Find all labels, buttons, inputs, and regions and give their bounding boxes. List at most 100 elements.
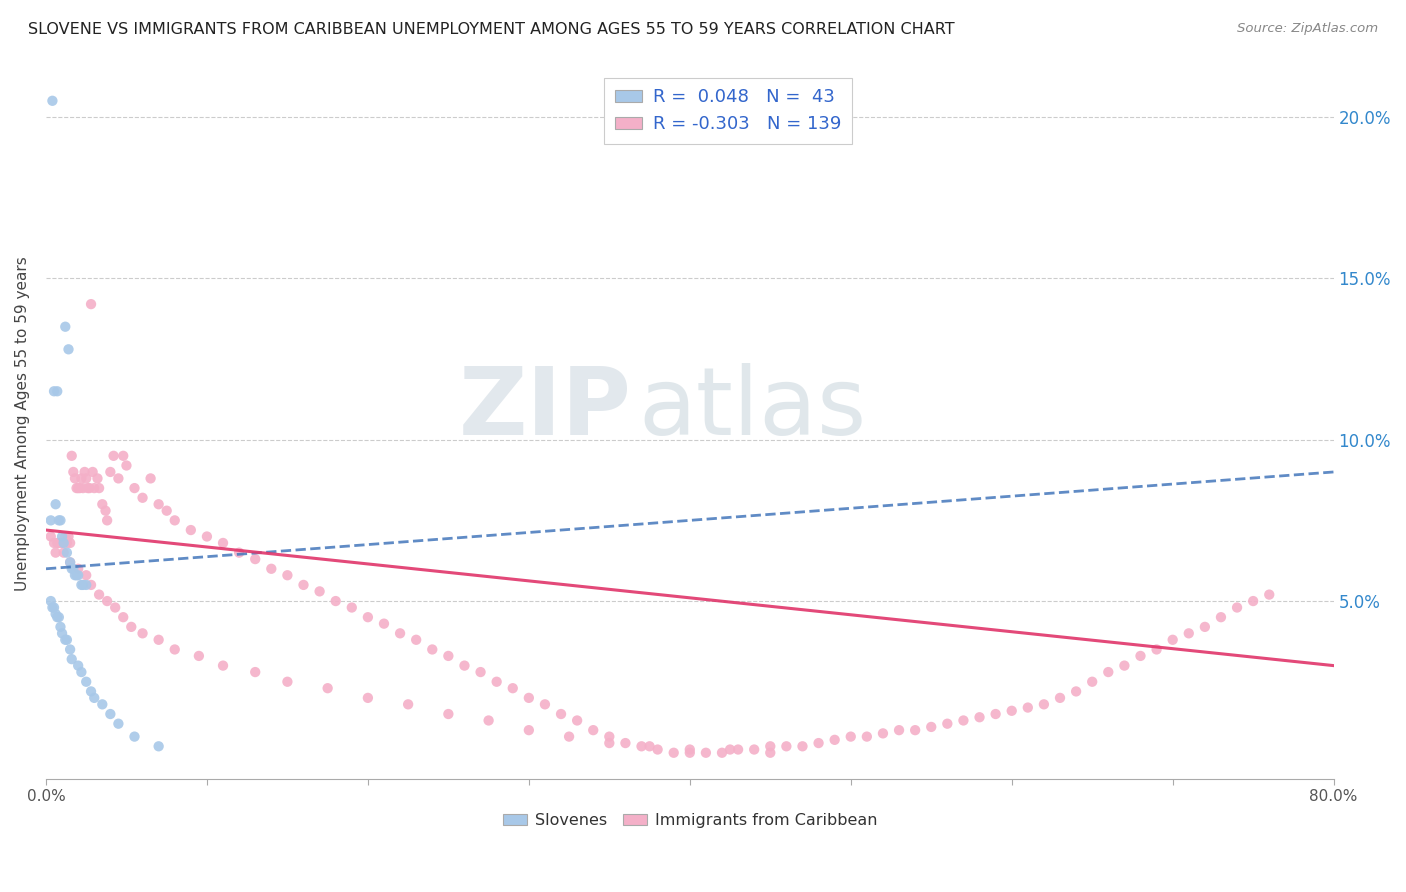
- Point: [98, 465, 121, 479]
- Point: [56, 632, 79, 647]
- Point: [727, 742, 749, 756]
- Point: [80, 297, 103, 311]
- Point: [62, 562, 84, 576]
- Point: [1258, 588, 1281, 602]
- Point: [75, 568, 97, 582]
- Point: [120, 620, 142, 634]
- Point: [51, 626, 73, 640]
- Point: [1209, 610, 1232, 624]
- Point: [60, 652, 83, 666]
- Point: [70, 471, 93, 485]
- Point: [195, 529, 218, 543]
- Legend: Slovenes, Immigrants from Caribbean: Slovenes, Immigrants from Caribbean: [496, 806, 883, 835]
- Point: [41, 600, 63, 615]
- Point: [86, 471, 108, 485]
- Point: [75, 471, 97, 485]
- Point: [1097, 665, 1119, 679]
- Point: [69, 481, 91, 495]
- Point: [679, 746, 702, 760]
- Point: [565, 714, 588, 728]
- Point: [103, 449, 125, 463]
- Point: [148, 632, 170, 647]
- Point: [51, 536, 73, 550]
- Point: [759, 746, 782, 760]
- Point: [49, 620, 72, 634]
- Point: [87, 481, 110, 495]
- Point: [148, 497, 170, 511]
- Point: [340, 600, 363, 615]
- Point: [63, 471, 86, 485]
- Point: [969, 710, 991, 724]
- Point: [453, 658, 475, 673]
- Point: [70, 578, 93, 592]
- Point: [212, 536, 235, 550]
- Point: [52, 536, 75, 550]
- Point: [49, 513, 72, 527]
- Point: [904, 723, 927, 738]
- Point: [48, 536, 70, 550]
- Point: [517, 690, 540, 705]
- Point: [163, 642, 186, 657]
- Point: [59, 555, 82, 569]
- Point: [437, 648, 460, 663]
- Point: [357, 690, 380, 705]
- Point: [107, 471, 129, 485]
- Point: [80, 684, 103, 698]
- Point: [62, 465, 84, 479]
- Point: [187, 648, 209, 663]
- Y-axis label: Unemployment Among Ages 55 to 59 years: Unemployment Among Ages 55 to 59 years: [15, 256, 30, 591]
- Point: [163, 513, 186, 527]
- Point: [96, 513, 118, 527]
- Point: [534, 698, 557, 712]
- Point: [46, 384, 69, 399]
- Point: [357, 610, 380, 624]
- Point: [389, 626, 412, 640]
- Point: [98, 706, 121, 721]
- Point: [45, 497, 67, 511]
- Point: [711, 746, 734, 760]
- Point: [470, 665, 492, 679]
- Point: [742, 742, 765, 756]
- Point: [679, 742, 702, 756]
- Point: [72, 578, 94, 592]
- Point: [70, 665, 93, 679]
- Point: [53, 632, 76, 647]
- Point: [485, 674, 508, 689]
- Point: [775, 739, 797, 754]
- Point: [139, 471, 162, 485]
- Point: [124, 730, 146, 744]
- Point: [82, 465, 104, 479]
- Point: [65, 481, 87, 495]
- Point: [67, 562, 90, 576]
- Point: [76, 481, 98, 495]
- Point: [53, 319, 76, 334]
- Point: [1194, 620, 1216, 634]
- Point: [1178, 626, 1201, 640]
- Point: [260, 562, 283, 576]
- Point: [316, 681, 339, 696]
- Point: [80, 578, 103, 592]
- Point: [1114, 658, 1136, 673]
- Point: [72, 481, 94, 495]
- Point: [759, 739, 782, 754]
- Point: [630, 739, 652, 754]
- Point: [91, 497, 114, 511]
- Point: [87, 588, 110, 602]
- Point: [42, 384, 65, 399]
- Point: [58, 343, 80, 357]
- Point: [60, 562, 83, 576]
- Point: [42, 600, 65, 615]
- Point: [887, 723, 910, 738]
- Point: [156, 504, 179, 518]
- Point: [1001, 704, 1024, 718]
- Point: [1049, 690, 1071, 705]
- Point: [112, 449, 135, 463]
- Point: [1017, 700, 1039, 714]
- Point: [582, 723, 605, 738]
- Point: [52, 546, 75, 560]
- Point: [396, 698, 419, 712]
- Point: [984, 706, 1007, 721]
- Point: [614, 736, 637, 750]
- Point: [638, 739, 661, 754]
- Point: [107, 716, 129, 731]
